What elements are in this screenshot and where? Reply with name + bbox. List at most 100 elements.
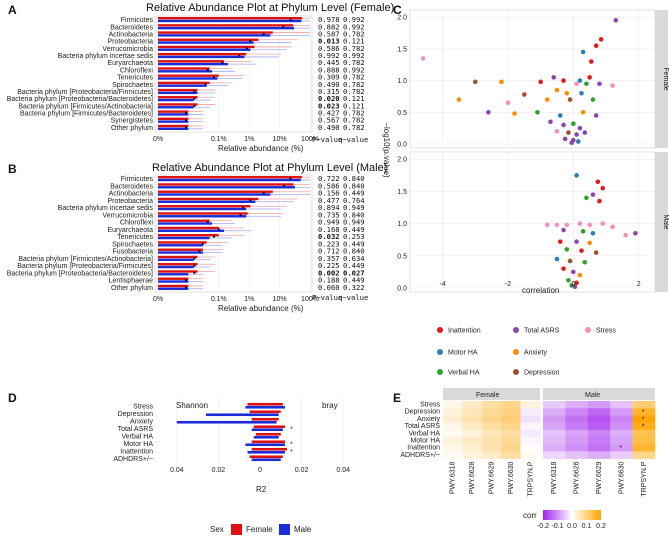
- panel-c-ylabel: −log10(p.value): [382, 122, 391, 178]
- panel-e-cell: [587, 401, 611, 409]
- panel-e-cell: [543, 437, 566, 445]
- a-qvalue: 0.992: [343, 15, 365, 24]
- b-qvalue: 0.449: [343, 276, 365, 285]
- panel-c-point-stress: [554, 129, 560, 134]
- panel-d-xtick-label: 0: [258, 467, 262, 474]
- b-bar-female: [158, 241, 207, 244]
- panel-d-bray-bar-male: [260, 413, 279, 417]
- b-pvalue: 0.225: [318, 261, 340, 270]
- panel-e-cell: [543, 408, 566, 416]
- b-median-dot: [184, 286, 188, 289]
- panel-c-ytick-label: 1.0: [397, 221, 407, 228]
- b-bar-male: [158, 178, 301, 182]
- panel-e-legend-ticks: -0.2 -0.1 0.0 0.1 0.2: [537, 523, 606, 530]
- panel-c-grid: [410, 10, 655, 292]
- b-bar-male: [158, 193, 271, 196]
- panel-b-grid: [157, 173, 311, 293]
- panel-c-point-verbal-ha: [584, 81, 589, 87]
- panel-c-point-depression: [567, 258, 573, 264]
- a-bar-male: [158, 55, 245, 59]
- b-median-dot: [198, 250, 201, 253]
- panel-c: C Female Male 0.0 0.5 1.0 1.5 2.0 0.0 0.5 1.0 1.…: [382, 3, 669, 377]
- panel-e-cell: [543, 422, 566, 431]
- panel-d-shannon-bar-male: [205, 413, 260, 417]
- b-category-label: Spirochaetes: [112, 241, 153, 248]
- panel-c-point-anxiety: [580, 109, 586, 115]
- panel-e-cell: [565, 451, 589, 459]
- panel-d-bray-bar-female: [260, 440, 285, 444]
- b-qvalue: 0.449: [343, 239, 365, 248]
- panel-b-title: Relative Abundance Plot at Phylum Level …: [152, 162, 387, 174]
- panel-e-cell: [632, 429, 656, 438]
- a-category-label: Bacteria phylum incertae sedis: [58, 53, 154, 60]
- panel-e-cell: [462, 451, 483, 459]
- b-category-label: Chloroflexi: [120, 220, 154, 227]
- panel-e-cell: [443, 444, 463, 452]
- panel-e-cell: [543, 401, 566, 409]
- a-bar-female: [158, 16, 303, 20]
- panel-d-bars: ***: [176, 402, 293, 462]
- panel-e-cell: [462, 415, 483, 423]
- b-bar-female: [158, 277, 189, 280]
- b-median-dot: [193, 271, 196, 274]
- panel-e-cell: [501, 429, 521, 438]
- panel-e-cell: [443, 429, 463, 438]
- a-bar-female: [158, 38, 259, 41]
- panel-d-bray-bar-male: [260, 420, 277, 424]
- a-qvalue: 0.782: [343, 29, 365, 38]
- panel-c-legend-label: Inattention: [448, 328, 481, 335]
- panel-c-point-motor-ha: [590, 230, 596, 236]
- panel-c-point-stress: [420, 56, 426, 61]
- b-category-label: Lentisphaerae: [109, 278, 153, 285]
- b-category-label: Verrucomicrobia: [102, 212, 153, 219]
- panel-c-point-verbal-ha: [566, 277, 571, 283]
- panel-e-legend-tick-label: 0.0: [567, 523, 577, 530]
- panel-d-legend-female: Female: [246, 525, 273, 534]
- b-xtick-label: 0%: [153, 296, 163, 303]
- panel-c-point-anxiety: [456, 97, 462, 102]
- a-xtick-label: 0.1%: [211, 136, 227, 143]
- panel-d-significance-star: *: [290, 449, 293, 456]
- panel-c-point-stress: [600, 221, 606, 226]
- a-pvalue: 0.427: [318, 109, 340, 118]
- a-category-label: Bacteria phylum [Firmicutes/Bacteroidete…: [20, 111, 153, 118]
- panel-d-category-label: Depression: [118, 411, 154, 418]
- panel-d-bray-bar-male: [260, 428, 283, 432]
- a-bar-female: [158, 88, 198, 92]
- b-bar-male: [158, 222, 213, 225]
- panel-e-cell: [501, 415, 521, 423]
- panel-e-cell: [443, 451, 463, 459]
- panel-c-male-strip-label: Male: [662, 214, 669, 229]
- panel-e-cell: [481, 429, 502, 438]
- panel-e-female-strip: [443, 388, 540, 400]
- panel-d-shannon-bar-male: [247, 450, 260, 454]
- b-qvalue: 0.634: [343, 254, 365, 263]
- panel-e-cell: [610, 422, 633, 431]
- panel-e-cell: [520, 422, 541, 431]
- panel-d-shannon-bar-female: [249, 410, 260, 414]
- a-bar-male: [158, 77, 218, 80]
- panel-d-bray-bar-male: [260, 458, 281, 462]
- panel-c-point-stress: [577, 221, 583, 226]
- panel-c-points: [420, 18, 638, 290]
- b-median-dot: [239, 213, 242, 216]
- panel-e-cell: [443, 422, 463, 431]
- panel-c-point-stress: [505, 100, 511, 106]
- b-qvalue: 0.449: [343, 225, 365, 234]
- panel-a-qvalue-header: q−value: [338, 135, 368, 144]
- a-bar-female: [158, 67, 210, 70]
- panel-e: E Female Male **** StressDepressionAnxie…: [393, 388, 656, 530]
- a-bar-male: [158, 127, 189, 131]
- panel-e-row-label: Motor HA: [410, 438, 440, 445]
- b-bar-male: [158, 207, 247, 211]
- b-qvalue: 0.840: [343, 181, 365, 190]
- panel-e-male-strip: [543, 388, 655, 400]
- a-qvalue: 0.782: [343, 109, 365, 118]
- panel-e-cell: [587, 451, 611, 459]
- panel-c-point-inattention: [589, 59, 594, 64]
- panel-d-shannon-label: Shannon: [176, 401, 208, 410]
- panel-c-point-inattention: [557, 239, 563, 244]
- b-bar-male: [158, 273, 189, 276]
